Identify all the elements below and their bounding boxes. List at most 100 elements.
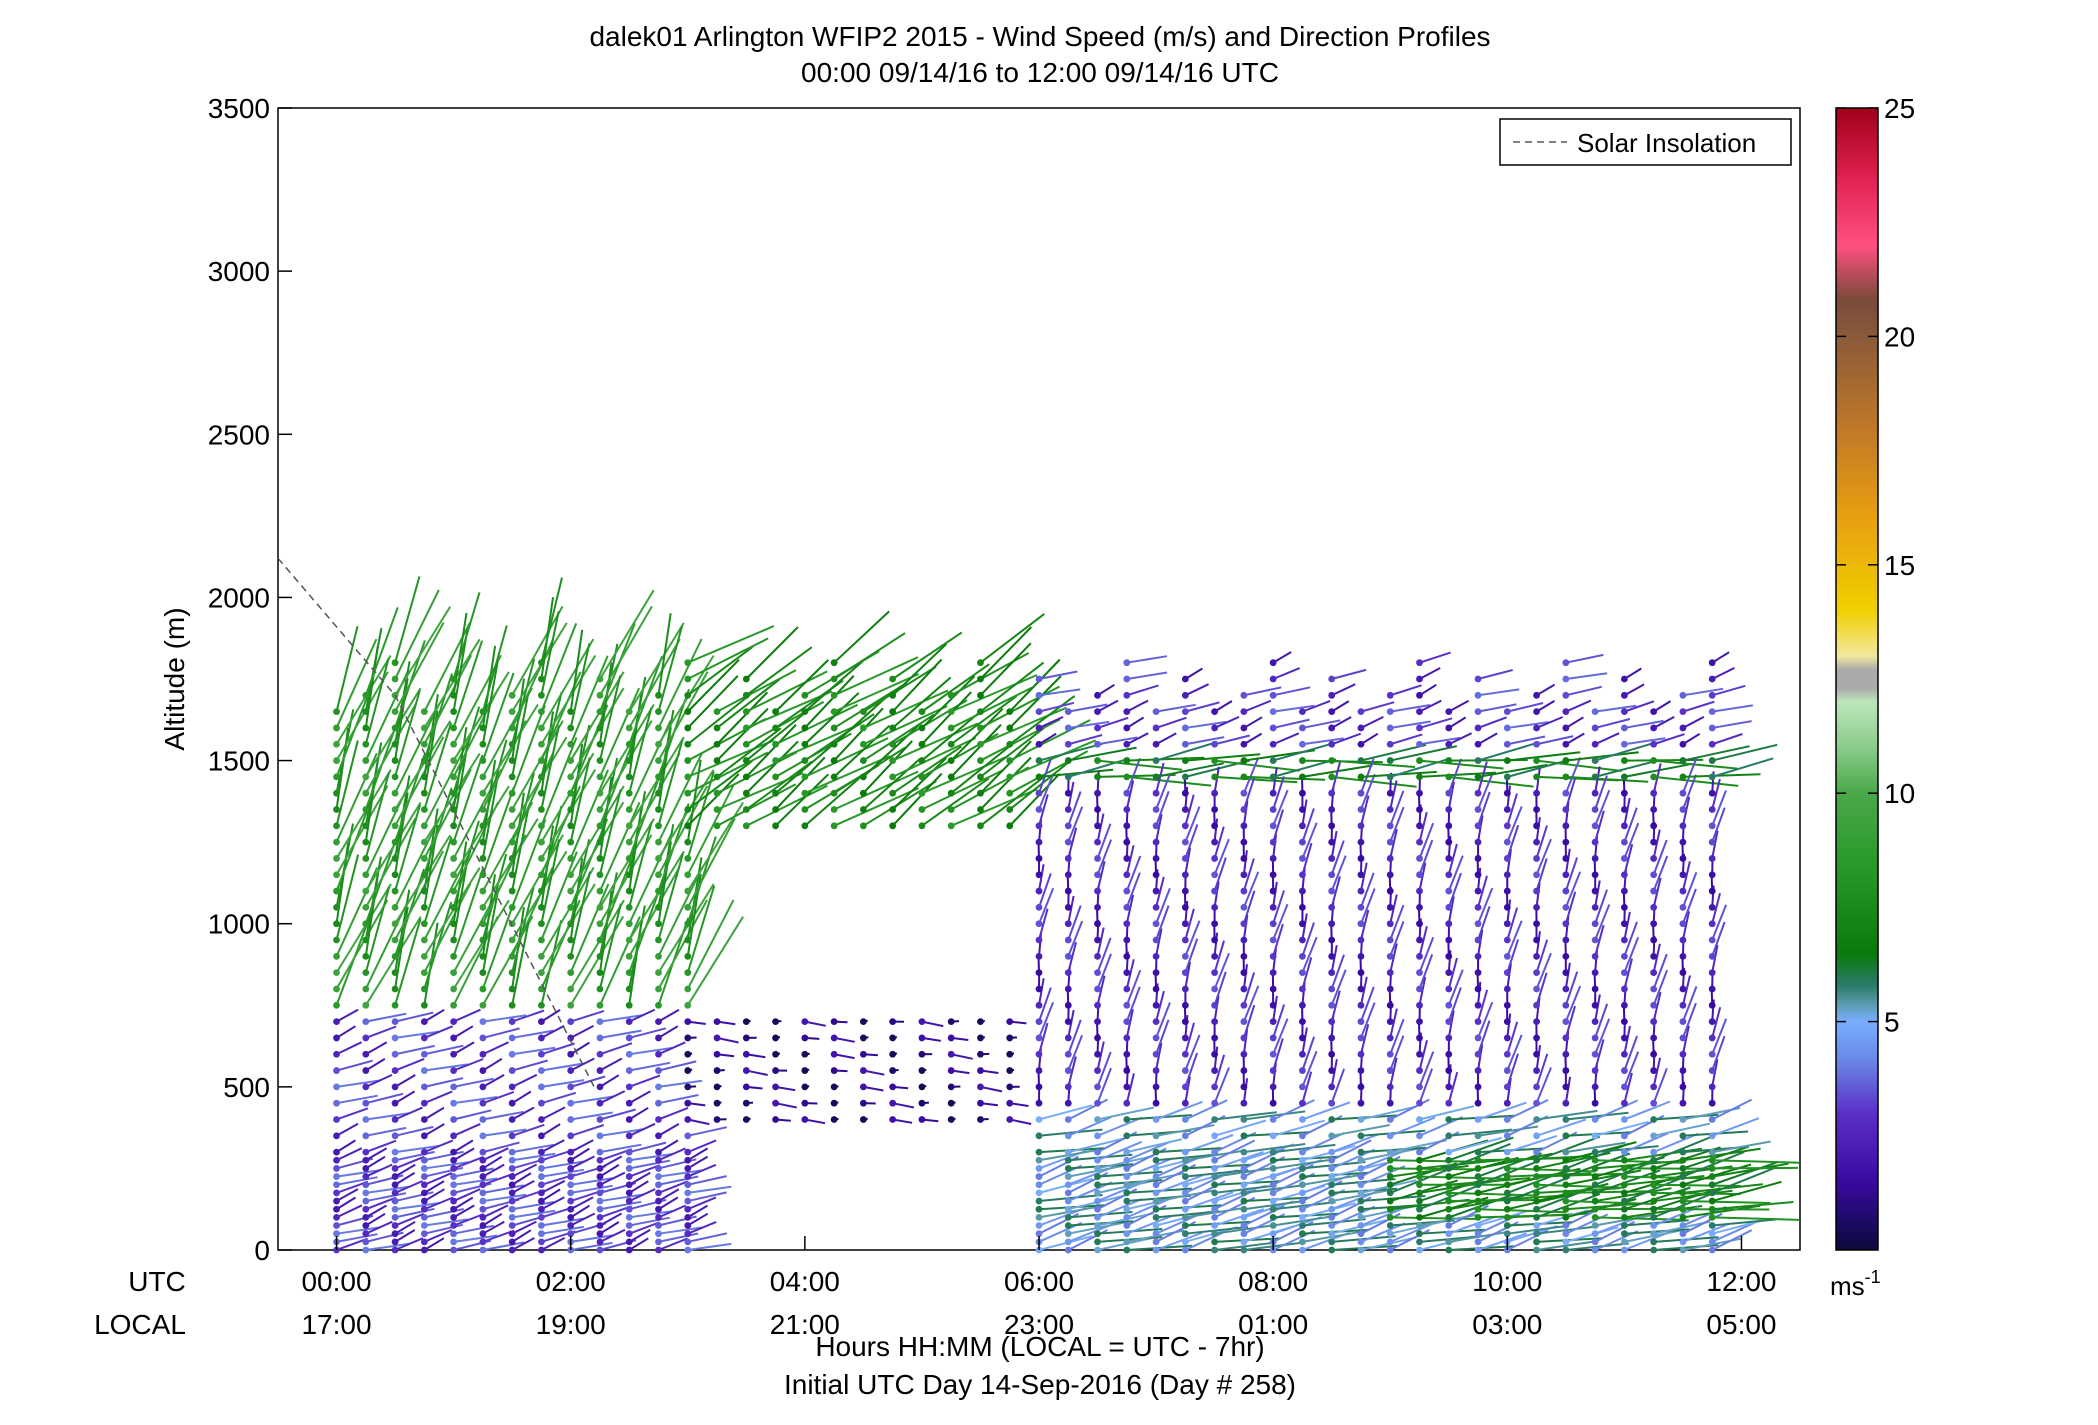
wind-vector [1503,824,1520,862]
wind-vector [742,710,809,764]
wind-vector [1240,1004,1256,1042]
wind-vector [625,1171,651,1189]
wind-vector [1035,1128,1103,1140]
wind-vector [1445,969,1464,1009]
wind-vector [596,1057,623,1074]
wind-vector [479,625,508,716]
wind-vector [479,1057,503,1074]
wind-vector [977,1116,989,1123]
wind-vector [479,1014,527,1025]
wind-vector [333,1169,380,1180]
wind-vector [1123,716,1145,732]
wind-vector [1591,1187,1672,1205]
wind-vector [1240,800,1249,830]
wind-vector [596,801,641,895]
wind-vector [1708,904,1728,944]
wind-vector [1650,1236,1719,1246]
wind-vector [1211,818,1219,846]
wind-vector [655,613,672,699]
wind-vector [1211,971,1227,1009]
wind-vector [508,605,564,699]
wind-vector [1240,1199,1306,1213]
wind-vector [333,1180,369,1197]
wind-vector [479,1163,505,1180]
wind-vector [625,1061,671,1074]
wind-vector [1620,737,1666,748]
wind-vector [1533,997,1541,1025]
wind-vector [1533,1225,1599,1238]
wind-vector [625,1164,661,1180]
wind-vector [977,740,1032,797]
wind-vector [947,788,1038,830]
wind-vector [1269,758,1337,781]
chart-title: dalek01 Arlington WFIP2 2015 - Wind Spee… [589,21,1490,52]
wind-vector [918,663,990,716]
wind-vector [596,916,641,1009]
wind-vector [1679,700,1715,716]
wind-vector [333,854,360,944]
wind-vector [1650,953,1668,993]
wind-vector [596,589,655,683]
wind-vector [1035,873,1052,911]
wind-vector [391,918,422,1009]
wind-vector [655,1237,688,1254]
wind-vector [655,752,703,846]
wind-vector [596,703,655,797]
wind-vector [1094,736,1138,748]
x-tick-label-utc: 02:00 [536,1266,606,1297]
wind-vector [450,1147,475,1164]
wind-vector [362,886,391,977]
wind-vector [1533,972,1548,1009]
wind-vector [1562,751,1639,764]
wind-vector [977,727,1045,781]
wind-vector [1679,1204,1761,1221]
wind-vector [1269,686,1311,699]
wind-vector [391,622,445,716]
wind-vector [391,703,441,797]
wind-vector [1562,857,1579,895]
wind-vector [567,1095,614,1107]
wind-vector [1328,945,1338,977]
wind-vector [1533,1192,1601,1221]
wind-vector [420,1063,469,1074]
wind-vector [1211,715,1240,732]
wind-vector [450,1155,484,1172]
wind-vector [1708,892,1721,928]
wind-vector [801,1116,826,1125]
wind-vector [362,1192,407,1205]
wind-vector [1123,1157,1173,1180]
wind-vector [742,724,797,781]
wind-vector [947,1099,956,1107]
wind-vector [362,1185,410,1197]
wind-vector [918,1116,939,1123]
wind-vector [1708,1140,1771,1156]
x-tick-label-utc: 10:00 [1472,1266,1542,1297]
wind-vector [625,850,685,944]
wind-vector [333,1204,363,1221]
y-tick-label: 2000 [208,582,270,613]
wind-vector [1123,1140,1171,1164]
wind-vector [450,654,502,748]
wind-vector [1357,1195,1426,1205]
wind-vector [1708,757,1774,781]
wind-vector [508,772,535,862]
wind-vector [362,1163,393,1180]
wind-vector [1269,948,1277,977]
wind-vector [479,1147,509,1164]
utc-row-label: UTC [128,1266,186,1297]
wind-vector [1533,1209,1588,1229]
wind-vector [625,736,685,830]
wind-vector [625,1027,667,1042]
wind-vector [830,1116,839,1123]
wind-vector [1474,1194,1561,1205]
wind-vector [1708,684,1746,699]
wind-vector [625,1229,651,1246]
wind-vector [1152,762,1224,781]
wind-vector [772,1050,781,1058]
wind-vector [1562,1189,1652,1197]
wind-vector [1211,826,1225,862]
wind-vector [1035,1022,1049,1058]
wind-vector [1386,943,1398,977]
wind-vector [1064,1019,1082,1058]
